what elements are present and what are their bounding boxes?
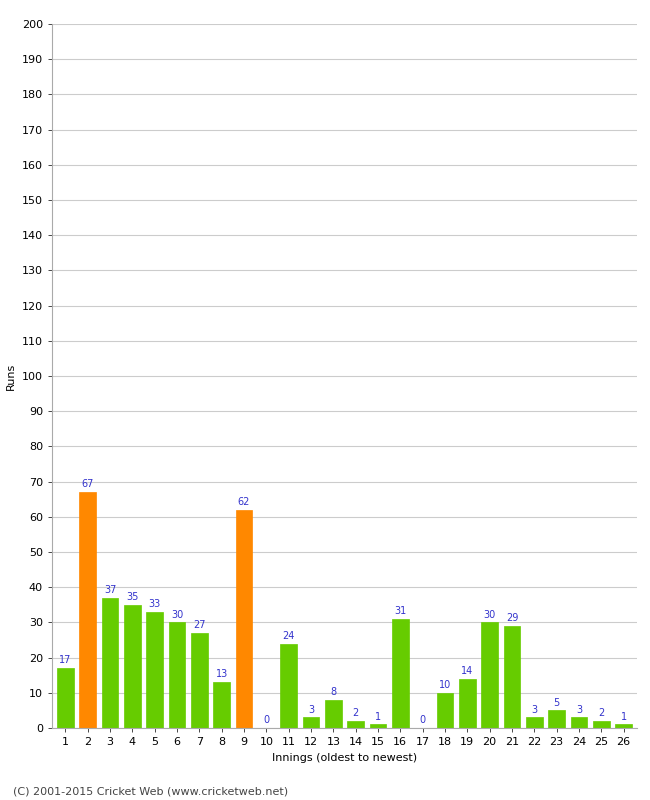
Bar <box>347 721 364 728</box>
Text: 30: 30 <box>171 610 183 619</box>
Bar <box>616 725 632 728</box>
Bar <box>303 718 319 728</box>
Bar <box>191 633 208 728</box>
Text: 62: 62 <box>238 497 250 507</box>
Bar <box>481 622 498 728</box>
Text: 3: 3 <box>531 705 538 714</box>
Text: 35: 35 <box>126 592 138 602</box>
Text: 30: 30 <box>484 610 496 619</box>
Text: 8: 8 <box>330 687 337 697</box>
Text: 3: 3 <box>308 705 314 714</box>
Text: 27: 27 <box>193 620 205 630</box>
Bar <box>504 626 521 728</box>
Bar <box>101 598 118 728</box>
Bar <box>593 721 610 728</box>
Bar <box>392 619 409 728</box>
Text: 24: 24 <box>283 630 295 641</box>
Text: (C) 2001-2015 Cricket Web (www.cricketweb.net): (C) 2001-2015 Cricket Web (www.cricketwe… <box>13 786 288 796</box>
Text: 0: 0 <box>263 715 269 725</box>
Bar <box>57 668 73 728</box>
Text: 17: 17 <box>59 655 72 666</box>
Bar <box>213 682 230 728</box>
Text: 29: 29 <box>506 613 518 623</box>
Bar <box>571 718 588 728</box>
Text: 31: 31 <box>394 606 406 616</box>
Bar <box>146 612 163 728</box>
Text: 33: 33 <box>149 599 161 609</box>
Bar <box>370 725 386 728</box>
Bar <box>548 710 565 728</box>
Text: 5: 5 <box>554 698 560 707</box>
Text: 10: 10 <box>439 680 451 690</box>
X-axis label: Innings (oldest to newest): Innings (oldest to newest) <box>272 753 417 762</box>
Text: 1: 1 <box>621 712 627 722</box>
Text: 67: 67 <box>81 479 94 490</box>
Text: 3: 3 <box>576 705 582 714</box>
Bar <box>168 622 185 728</box>
Bar <box>325 700 342 728</box>
Text: 14: 14 <box>462 666 473 676</box>
Text: 37: 37 <box>104 585 116 595</box>
Y-axis label: Runs: Runs <box>6 362 16 390</box>
Bar <box>236 510 252 728</box>
Bar <box>79 492 96 728</box>
Text: 13: 13 <box>216 670 228 679</box>
Text: 0: 0 <box>420 715 426 725</box>
Bar <box>526 718 543 728</box>
Bar <box>280 643 297 728</box>
Text: 2: 2 <box>598 708 604 718</box>
Bar <box>437 693 453 728</box>
Bar <box>459 678 476 728</box>
Text: 2: 2 <box>352 708 359 718</box>
Bar <box>124 605 141 728</box>
Text: 1: 1 <box>375 712 381 722</box>
